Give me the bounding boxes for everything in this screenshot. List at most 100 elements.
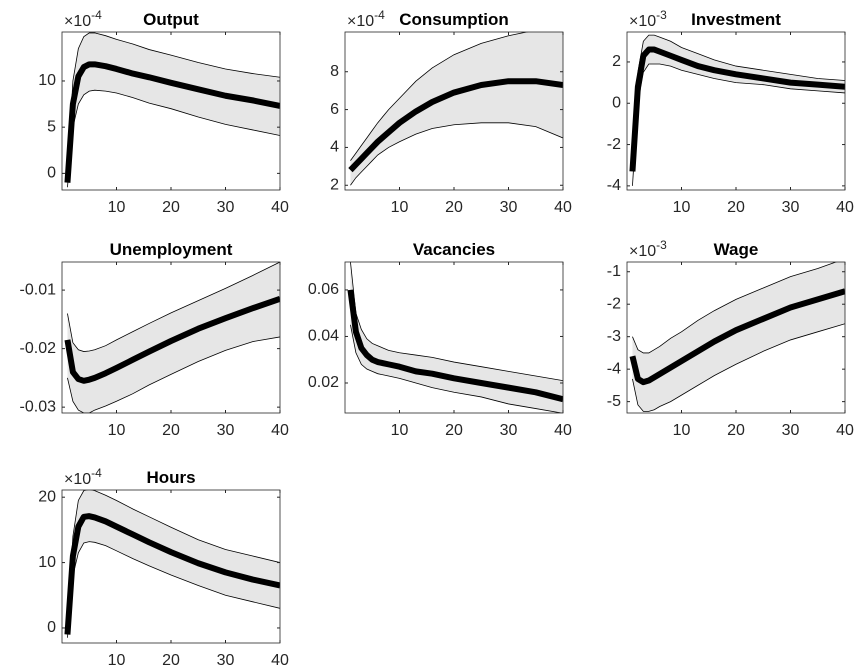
subplot-title: Wage	[714, 240, 759, 259]
y-tick-label: -5	[607, 393, 621, 410]
subplot-title: Hours	[146, 468, 195, 487]
x-tick-label: 30	[500, 199, 518, 216]
x-tick-label: 20	[162, 422, 180, 439]
median-line	[348, 78, 563, 173]
x-tick-label: 30	[217, 422, 235, 439]
plot-area	[629, 262, 845, 412]
confidence-band	[350, 32, 563, 186]
subplot: -0.03 -0.02 -0.01 10 20 30 40 Unemployment	[20, 240, 289, 439]
band-edge	[67, 336, 280, 413]
y-tick-label: 10	[38, 554, 56, 571]
x-tick-label: 10	[108, 422, 126, 439]
plot-area	[629, 34, 845, 186]
band-edge	[632, 323, 845, 412]
band-edge	[632, 63, 845, 186]
y-tick-label: -3	[607, 328, 621, 345]
subplot-title: Output	[143, 10, 199, 29]
y-tick-label: 8	[330, 63, 339, 80]
x-tick-label: 10	[391, 199, 409, 216]
band-edge	[632, 34, 845, 166]
y-tick-label: 0	[47, 619, 56, 636]
subplot: 0 10 20 10 20 30 40 ×10-4 Hours	[38, 466, 289, 669]
y-multiplier: ×10	[629, 13, 656, 30]
y-tick-label: -1	[607, 263, 621, 280]
y-tick-label: -0.03	[20, 398, 57, 415]
subplot-title: Unemployment	[110, 240, 233, 259]
y-tick-label: -0.02	[20, 340, 57, 357]
x-tick-label: 20	[445, 199, 463, 216]
y-tick-label: 5	[47, 118, 56, 135]
band-edge	[67, 89, 280, 188]
y-scale-factor: ×10-4	[347, 8, 385, 30]
y-multiplier: ×10	[64, 471, 91, 488]
median-line	[64, 61, 280, 183]
x-tick-label: 30	[782, 199, 800, 216]
median-line	[347, 289, 563, 403]
plot-area	[348, 32, 563, 186]
y-scale-factor: ×10-3	[629, 238, 667, 260]
band-edge	[350, 32, 529, 161]
x-tick-label: 20	[727, 199, 745, 216]
y-exponent: -3	[656, 8, 667, 22]
subplot-title: Vacancies	[413, 240, 495, 259]
x-tick-label: 20	[162, 199, 180, 216]
x-tick-label: 40	[554, 422, 572, 439]
x-tick-label: 20	[445, 422, 463, 439]
y-scale-factor: ×10-4	[64, 8, 102, 30]
median-line	[64, 513, 280, 635]
y-multiplier: ×10	[64, 13, 91, 30]
subplot: 0 5 10 10 20 30 40 ×10-4 Output	[38, 8, 289, 216]
plot-area	[347, 262, 563, 413]
y-tick-label: 0	[612, 94, 621, 111]
subplot: -4 -2 0 2 10 20 30 40 ×10-3 Investment	[607, 8, 854, 216]
band-edge	[67, 490, 280, 632]
plot-area	[64, 262, 280, 413]
band-edge	[67, 32, 280, 179]
y-scale-factor: ×10-4	[64, 466, 102, 488]
y-exponent: -3	[656, 238, 667, 252]
y-tick-label: -0.01	[20, 281, 57, 298]
y-tick-label: -4	[607, 177, 621, 194]
y-tick-label: 2	[330, 176, 339, 193]
subplot: 0.02 0.04 0.06 10 20 30 40 Vacancies	[308, 240, 572, 439]
x-tick-label: 40	[554, 199, 572, 216]
y-tick-label: -2	[607, 295, 621, 312]
x-tick-label: 40	[271, 652, 289, 669]
y-tick-label: 6	[330, 101, 339, 118]
median-line	[629, 46, 845, 172]
x-tick-label: 40	[271, 199, 289, 216]
y-scale-factor: ×10-3	[629, 8, 667, 30]
band-edge	[350, 324, 563, 413]
x-tick-label: 30	[217, 652, 235, 669]
subplot: -5-4-3-2-110 20 30 40×10-3 Wage	[607, 238, 854, 439]
y-multiplier: ×10	[347, 13, 374, 30]
y-tick-label: -2	[607, 136, 621, 153]
y-tick-label: 4	[330, 139, 339, 156]
x-tick-label: 10	[108, 652, 126, 669]
x-tick-label: 30	[217, 199, 235, 216]
y-tick-label: 10	[38, 72, 56, 89]
y-tick-label: 0.04	[308, 328, 339, 345]
y-tick-label: 20	[38, 488, 56, 505]
median-line	[64, 296, 280, 384]
y-tick-label: 0	[47, 165, 56, 182]
x-tick-label: 40	[271, 422, 289, 439]
y-exponent: -4	[91, 8, 102, 22]
y-tick-label: -4	[607, 360, 621, 377]
x-tick-label: 10	[108, 199, 126, 216]
band-edge	[67, 541, 280, 638]
x-tick-label: 40	[836, 199, 854, 216]
y-exponent: -4	[91, 466, 102, 480]
x-tick-label: 20	[162, 652, 180, 669]
y-exponent: -4	[374, 8, 385, 22]
confidence-band	[632, 262, 845, 412]
plot-area	[64, 32, 280, 188]
band-edge	[350, 262, 563, 382]
y-tick-label: 2	[612, 53, 621, 70]
subplot: 2 4 6 8 10 20 30 40 ×10-4 Consumption	[330, 8, 572, 216]
band-edge	[67, 262, 280, 352]
x-tick-label: 10	[673, 422, 691, 439]
x-tick-label: 10	[391, 422, 409, 439]
band-edge	[632, 262, 838, 354]
